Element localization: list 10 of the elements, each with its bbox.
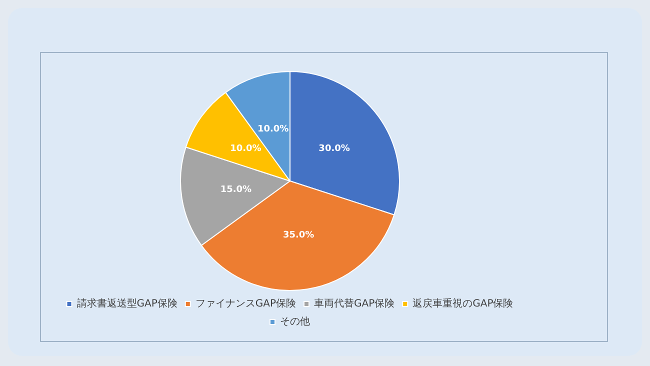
data-label: 10.0%	[257, 124, 289, 134]
data-label: 30.0%	[318, 144, 350, 154]
data-label: 35.0%	[282, 230, 314, 240]
data-label: 15.0%	[220, 184, 252, 195]
legend-label: ファイナンスGAP保険	[195, 298, 296, 310]
legend-label: 請求書返送型GAP保険	[76, 298, 178, 310]
legend-label: 返戻車重視のGAP保険	[412, 298, 514, 310]
legend-label: その他	[280, 316, 310, 328]
data-label: 10.0%	[230, 144, 262, 154]
legend-label: 車両代替GAP保険	[314, 298, 395, 310]
